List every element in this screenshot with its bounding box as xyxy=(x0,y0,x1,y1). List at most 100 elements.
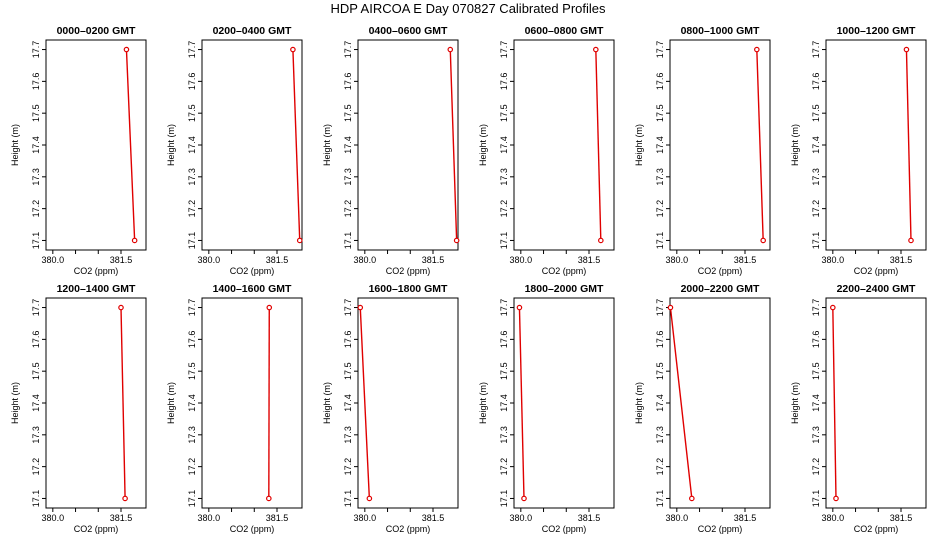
y-tick-label: 17.1 xyxy=(343,490,353,508)
profile-point xyxy=(266,304,273,311)
x-tick-label: 380.0 xyxy=(354,513,377,523)
profile-point xyxy=(760,237,766,244)
y-tick-label: 17.4 xyxy=(187,394,197,412)
y-tick-label: 17.7 xyxy=(31,299,41,317)
y-axis-label: Height (m) xyxy=(790,124,800,166)
y-tick-label: 17.5 xyxy=(187,104,197,122)
profile-point xyxy=(521,495,527,502)
panel-title: 0400–0600 GMT xyxy=(369,25,448,37)
profile-point xyxy=(266,495,272,502)
profile-point xyxy=(357,304,364,311)
y-tick-label: 17.3 xyxy=(499,426,509,444)
plot-frame xyxy=(357,39,459,251)
x-tick-label: 381.5 xyxy=(110,513,133,523)
x-tick-label: 380.0 xyxy=(198,513,221,523)
x-axis-label: CO2 (ppm) xyxy=(854,524,899,534)
y-tick-label: 17.3 xyxy=(343,426,353,444)
y-tick-label: 17.5 xyxy=(811,104,821,122)
profile-point xyxy=(754,46,760,53)
y-tick-label: 17.6 xyxy=(499,331,509,349)
profile-point xyxy=(122,495,128,502)
profile-panel: 1800–2000 GMT 17.1 17.2 17.3 17.4 17.5 17.6 17.… xyxy=(478,283,615,534)
y-axis-label: Height (m) xyxy=(10,382,20,424)
x-axis-label: CO2 (ppm) xyxy=(74,524,119,534)
y-tick-label: 17.7 xyxy=(343,41,353,59)
x-axis-label: CO2 (ppm) xyxy=(386,266,431,276)
y-tick-label: 17.6 xyxy=(31,73,41,91)
y-tick-label: 17.2 xyxy=(187,200,197,218)
x-tick-label: 380.0 xyxy=(510,255,533,265)
y-tick-label: 17.3 xyxy=(187,426,197,444)
y-axis-label: Height (m) xyxy=(322,124,332,166)
y-tick-label: 17.2 xyxy=(31,458,41,476)
profile-line xyxy=(449,49,458,241)
profile-line xyxy=(595,49,602,241)
x-tick-label: 381.5 xyxy=(266,513,289,523)
profile-panel: 0800–1000 GMT 17.1 17.2 17.3 17.4 17.5 17.6 17.… xyxy=(634,25,771,276)
profile-point xyxy=(290,46,296,53)
y-tick-label: 17.2 xyxy=(655,458,665,476)
y-tick-label: 17.4 xyxy=(343,394,353,412)
profile-panel: 0200–0400 GMT 17.1 17.2 17.3 17.4 17.5 17.6 17.… xyxy=(166,25,303,276)
y-axis-label: Height (m) xyxy=(478,382,488,424)
y-tick-label: 17.3 xyxy=(187,168,197,186)
x-tick-label: 381.5 xyxy=(578,255,601,265)
y-tick-label: 17.2 xyxy=(811,458,821,476)
y-tick-label: 17.5 xyxy=(31,104,41,122)
profile-line xyxy=(359,307,371,499)
y-tick-label: 17.4 xyxy=(187,136,197,154)
x-tick-label: 381.5 xyxy=(578,513,601,523)
y-tick-label: 17.1 xyxy=(655,232,665,250)
y-axis-label: Height (m) xyxy=(634,124,644,166)
y-tick-label: 17.1 xyxy=(31,232,41,250)
y-tick-label: 17.2 xyxy=(655,200,665,218)
profile-point xyxy=(447,46,454,53)
y-tick-label: 17.3 xyxy=(343,168,353,186)
x-axis-label: CO2 (ppm) xyxy=(542,266,587,276)
profile-point xyxy=(903,46,910,53)
profile-point xyxy=(296,237,303,244)
y-tick-label: 17.6 xyxy=(343,331,353,349)
y-tick-label: 17.2 xyxy=(31,200,41,218)
profile-point xyxy=(667,304,674,311)
y-tick-label: 17.7 xyxy=(811,299,821,317)
y-tick-label: 17.7 xyxy=(811,41,821,59)
x-axis-label: CO2 (ppm) xyxy=(386,524,431,534)
x-axis-label: CO2 (ppm) xyxy=(698,266,743,276)
y-tick-label: 17.7 xyxy=(655,41,665,59)
y-tick-label: 17.6 xyxy=(343,73,353,91)
panels-grid: 0000–0200 GMT 17.1 17.2 17.3 17.4 17.5 17.6 17.… xyxy=(10,25,927,534)
figure-title: HDP AIRCOA E Day 070827 Calibrated Profi… xyxy=(330,1,606,16)
y-tick-label: 17.7 xyxy=(499,299,509,317)
y-tick-label: 17.2 xyxy=(499,458,509,476)
y-tick-label: 17.1 xyxy=(187,232,197,250)
y-tick-label: 17.6 xyxy=(187,331,197,349)
panel-title: 1800–2000 GMT xyxy=(525,283,604,295)
profile-line xyxy=(292,49,301,241)
profile-point xyxy=(833,495,839,502)
panel-title: 1000–1200 GMT xyxy=(837,25,916,37)
profile-line xyxy=(756,49,764,241)
panel-title: 1200–1400 GMT xyxy=(57,283,136,295)
x-tick-label: 381.5 xyxy=(110,255,133,265)
profile-line xyxy=(669,307,693,499)
profile-line xyxy=(125,49,136,241)
y-tick-label: 17.6 xyxy=(811,73,821,91)
panel-title: 2200–2400 GMT xyxy=(837,283,916,295)
y-tick-label: 17.1 xyxy=(343,232,353,250)
y-tick-label: 17.4 xyxy=(811,136,821,154)
plot-frame xyxy=(669,297,771,509)
y-tick-label: 17.3 xyxy=(499,168,509,186)
y-tick-label: 17.7 xyxy=(187,299,197,317)
x-tick-label: 380.0 xyxy=(42,513,65,523)
profile-panel: 0600–0800 GMT 17.1 17.2 17.3 17.4 17.5 17.6 17.… xyxy=(478,25,615,276)
y-axis-label: Height (m) xyxy=(634,382,644,424)
y-tick-label: 17.3 xyxy=(31,426,41,444)
y-tick-label: 17.1 xyxy=(187,490,197,508)
profile-line xyxy=(120,307,126,499)
plot-frame xyxy=(825,297,927,509)
y-tick-label: 17.2 xyxy=(343,200,353,218)
y-tick-label: 17.7 xyxy=(31,41,41,59)
profile-point xyxy=(593,46,599,53)
